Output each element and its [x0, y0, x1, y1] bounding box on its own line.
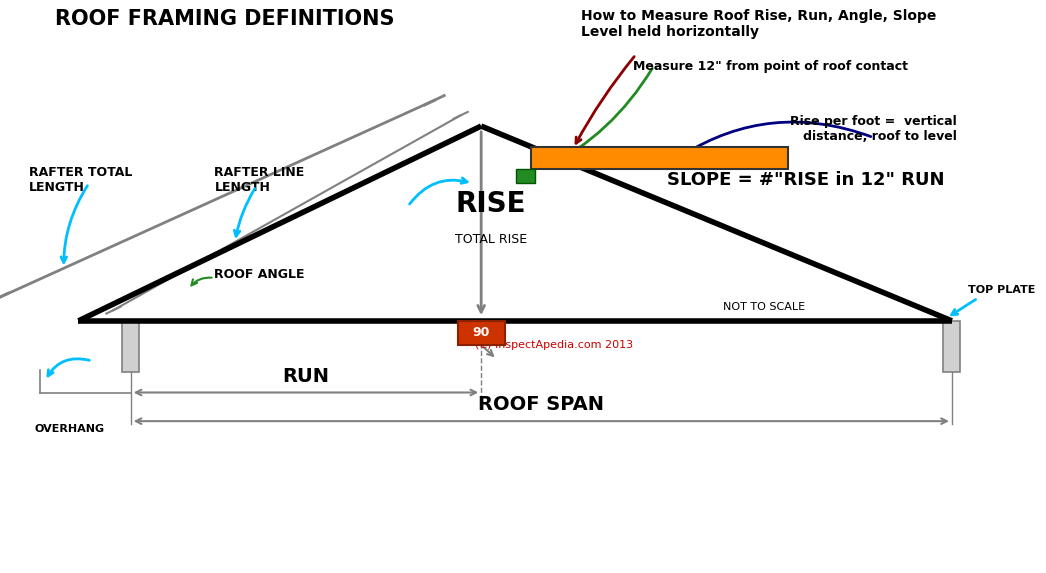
Text: RISE: RISE — [455, 190, 525, 218]
Text: 90: 90 — [473, 327, 490, 339]
Text: RUN: RUN — [282, 367, 329, 386]
Bar — [943, 321, 960, 372]
Text: ROOF FRAMING DEFINITIONS: ROOF FRAMING DEFINITIONS — [55, 9, 394, 29]
Text: Measure 12" from point of roof contact: Measure 12" from point of roof contact — [633, 60, 908, 73]
Text: ROOF SPAN: ROOF SPAN — [478, 395, 605, 414]
Text: RAFTER TOTAL
LENGTH: RAFTER TOTAL LENGTH — [29, 166, 133, 194]
Text: Rise per foot =  vertical
   distance, roof to level: Rise per foot = vertical distance, roof … — [790, 115, 957, 143]
Text: How to Measure Roof Rise, Run, Angle, Slope
Level held horizontally: How to Measure Roof Rise, Run, Angle, Sl… — [581, 9, 936, 39]
Text: TOTAL RISE: TOTAL RISE — [455, 233, 527, 246]
Bar — [531, 147, 788, 169]
Text: (C) InspectApedia.com 2013: (C) InspectApedia.com 2013 — [475, 340, 634, 350]
Text: SLOPE = #"RISE in 12" RUN: SLOPE = #"RISE in 12" RUN — [667, 171, 945, 190]
Bar — [122, 321, 139, 372]
Text: NOT TO SCALE: NOT TO SCALE — [723, 303, 804, 312]
Text: RAFTER LINE
LENGTH: RAFTER LINE LENGTH — [214, 166, 304, 194]
Text: ROOF ANGLE: ROOF ANGLE — [214, 268, 305, 281]
Bar — [516, 169, 535, 183]
Bar — [458, 321, 504, 345]
Text: OVERHANG: OVERHANG — [35, 424, 105, 434]
Text: TOP PLATE: TOP PLATE — [968, 285, 1034, 295]
